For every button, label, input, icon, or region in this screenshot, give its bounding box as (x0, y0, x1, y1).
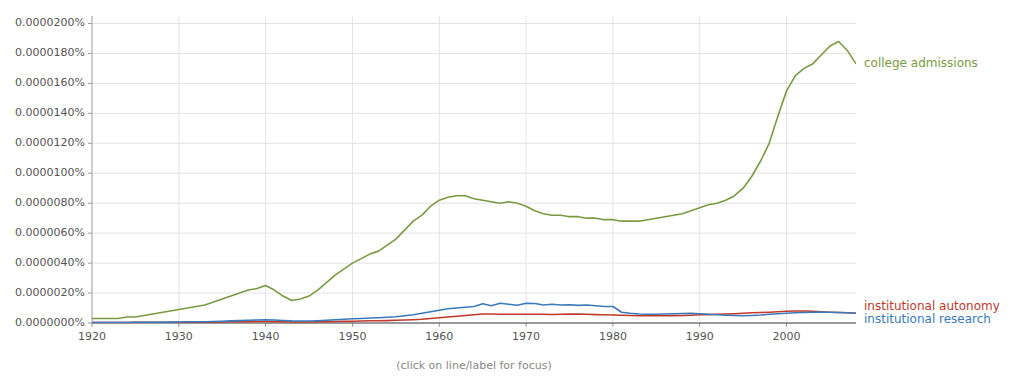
grid-line (92, 143, 856, 144)
tick-label: 1920 (78, 330, 106, 343)
grid-line (92, 293, 856, 294)
series-labels: college admissions institutional autonomy… (864, 56, 1000, 325)
tick-mark (88, 23, 92, 24)
grid-line (92, 263, 856, 264)
grid-line (92, 113, 856, 114)
series-line[interactable] (92, 41, 856, 318)
tick-mark (88, 173, 92, 174)
tick-mark (88, 263, 92, 264)
grid-line (699, 16, 700, 323)
grid-line (612, 16, 613, 323)
tick-label: 0.0000100% (15, 166, 85, 179)
tick-label: 1960 (425, 330, 453, 343)
grid-line (92, 83, 856, 84)
grid-line (92, 173, 856, 174)
lines (92, 41, 856, 322)
background (0, 0, 1024, 377)
tick-mark (88, 113, 92, 114)
y-axis-line (92, 16, 93, 323)
tick-label: 0.0000080% (15, 196, 85, 209)
tick-mark (88, 53, 92, 54)
tick-label: 0.0000060% (15, 226, 85, 239)
tick-label: 1940 (252, 330, 280, 343)
axes: 0.0000000% 0.0000020% 0.0000040% 0.0000060%… (15, 16, 856, 343)
grid-line (439, 16, 440, 323)
tick-mark (88, 83, 92, 84)
grid-line (526, 16, 527, 323)
series-line[interactable] (92, 303, 856, 322)
tick-label: 0.0000000% (15, 316, 85, 329)
series-label[interactable]: institutional autonomy (864, 299, 1000, 313)
tick-label: 1950 (338, 330, 366, 343)
grid-line (92, 203, 856, 204)
tick-label: 1990 (686, 330, 714, 343)
tick-label: 0.0000160% (15, 76, 85, 89)
grid (92, 16, 856, 323)
series-label[interactable]: institutional research (864, 312, 991, 326)
grid-line (92, 23, 856, 24)
tick-label: 0.0000180% (15, 46, 85, 59)
grid-line (178, 16, 179, 323)
tick-label: 2000 (773, 330, 801, 343)
tick-mark (88, 203, 92, 204)
grid-line (265, 16, 266, 323)
tick-label: 0.0000120% (15, 136, 85, 149)
grid-line (352, 16, 353, 323)
tick-mark (88, 233, 92, 234)
tick-label: 1970 (512, 330, 540, 343)
tick-mark (88, 293, 92, 294)
tick-label: 1980 (599, 330, 627, 343)
grid-line (786, 16, 787, 323)
annotation: (click on line/label for focus) (396, 359, 552, 372)
chart: 0.0000000% 0.0000020% 0.0000040% 0.0000060%… (0, 0, 1024, 377)
grid-line (92, 53, 856, 54)
series-line[interactable] (92, 311, 856, 323)
series-label[interactable]: college admissions (864, 56, 978, 70)
tick-label: 0.0000020% (15, 286, 85, 299)
grid-line (92, 16, 93, 323)
tick-mark (88, 143, 92, 144)
tick-mark (88, 323, 92, 324)
tick-label: 0.0000140% (15, 106, 85, 119)
tick-label: 0.0000040% (15, 256, 85, 269)
grid-line (92, 233, 856, 234)
tick-label: 0.0000200% (15, 16, 85, 29)
tick-label: 1930 (165, 330, 193, 343)
